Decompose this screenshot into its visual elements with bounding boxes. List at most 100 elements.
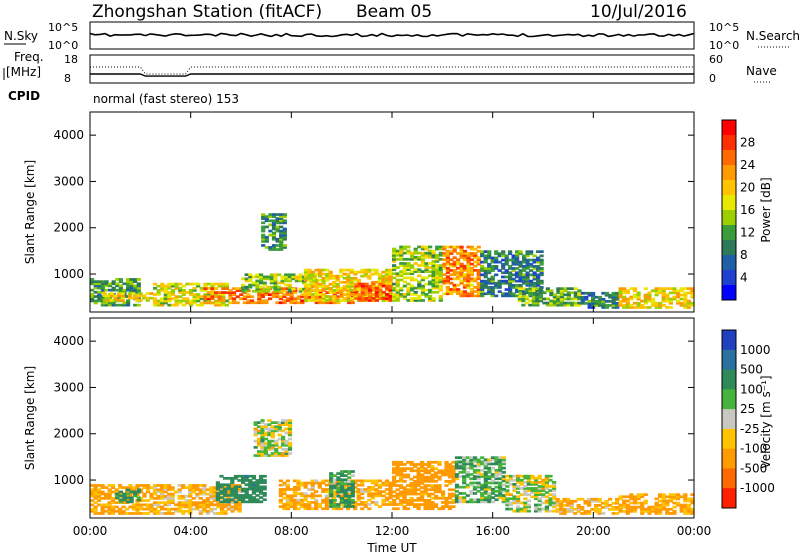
heatmap-cell [665,512,670,515]
heatmap-cell [647,512,652,515]
heatmap-cell [145,490,151,494]
heatmap-cell [523,476,528,480]
heatmap-cell [654,503,659,507]
heatmap-cell [392,264,397,267]
heatmap-cell [314,507,319,511]
heatmap-cell [591,304,596,307]
heatmap-cell [459,245,464,249]
heatmap-cell [181,289,186,292]
heatmap-cell [260,291,265,294]
heatmap-cell [291,275,296,279]
heatmap-cell [466,279,471,283]
heatmap-cell [521,299,526,303]
heatmap-cell [357,295,362,298]
heatmap-cell [591,293,596,297]
heatmap-cell [237,498,242,502]
heatmap-cell [349,280,354,284]
heatmap-cell [307,503,312,506]
heatmap-cell [544,478,549,482]
heatmap-cell [508,290,513,293]
heatmap-cell [163,284,168,288]
heatmap-cell [370,496,375,500]
heatmap-cell [357,297,362,300]
heatmap-cell [438,264,443,267]
heatmap-cell [170,501,175,504]
heatmap-cell [259,489,264,493]
heatmap-cell [487,468,492,472]
heatmap-cell [532,277,537,281]
heatmap-cell [683,291,688,295]
heatmap-cell [248,479,253,482]
heatmap-cell [629,287,634,290]
heatmap-cell [459,247,464,251]
heatmap-cell [384,481,390,485]
heatmap-cell [356,483,361,487]
heatmap-cell [241,283,246,287]
heatmap-cell [423,488,428,492]
heatmap-cell [268,233,273,237]
colorbar-tick-label: -1000 [740,481,775,495]
heatmap-cell [529,269,534,272]
heatmap-cell [395,488,400,492]
heatmap-cell [423,463,428,466]
heatmap-cell [473,254,478,257]
heatmap-cell [343,474,348,477]
heatmap-cell [483,496,488,499]
heatmap-cell [625,304,630,307]
heatmap-cell [413,503,418,506]
heatmap-cell [577,297,582,301]
heatmap-cell [336,490,341,494]
heatmap-cell [409,499,414,502]
heatmap-cell [268,219,273,223]
heatmap-cell [367,498,372,502]
heatmap-cell [388,290,393,294]
heatmap-cell [152,301,158,305]
heatmap-cell [420,264,425,267]
heatmap-cell [451,480,456,483]
heatmap-cell [237,488,242,492]
heatmap-cell [167,282,172,286]
heatmap-cell [205,505,210,509]
heatmap-cell [202,499,207,502]
heatmap-cell [145,505,151,509]
heatmap-cell [363,479,368,483]
heatmap-cell [604,304,609,307]
heatmap-cell [497,254,502,258]
heatmap-cell [587,499,592,503]
heatmap-cell [462,269,468,272]
heatmap-cell [271,231,277,235]
heatmap-cell [625,299,630,303]
heatmap-cell [395,480,400,483]
heatmap-cell [329,478,334,482]
heatmap-cell [126,278,131,281]
heatmap-cell [447,505,453,508]
heatmap-cell [347,297,352,301]
heatmap-cell [395,288,400,292]
heatmap-cell [665,507,670,511]
colorbar-swatch [722,488,736,509]
heatmap-cell [451,460,456,464]
heatmap-cell [629,297,634,301]
heatmap-cell [100,303,105,307]
heatmap-cell [138,294,143,298]
heatmap-cell [431,264,436,267]
heatmap-cell [160,507,165,511]
heatmap-cell [399,480,404,483]
heatmap-cell [282,299,287,303]
heatmap-cell [431,280,436,284]
heatmap-cell [191,484,196,487]
heatmap-cell [406,251,411,255]
heatmap-cell [559,501,564,505]
heatmap-cell [515,250,520,253]
colorbar-tick-label: 20 [740,181,755,195]
heatmap-cell [512,501,517,505]
heatmap-cell [206,295,211,299]
heatmap-cell [476,262,481,266]
heatmap-cell [278,492,283,496]
heatmap-cell [260,446,265,449]
heatmap-cell [532,271,537,275]
heatmap-cell [428,299,433,302]
heatmap-cell [462,475,467,478]
heatmap-cell [343,501,348,504]
heatmap-cell [601,304,606,307]
